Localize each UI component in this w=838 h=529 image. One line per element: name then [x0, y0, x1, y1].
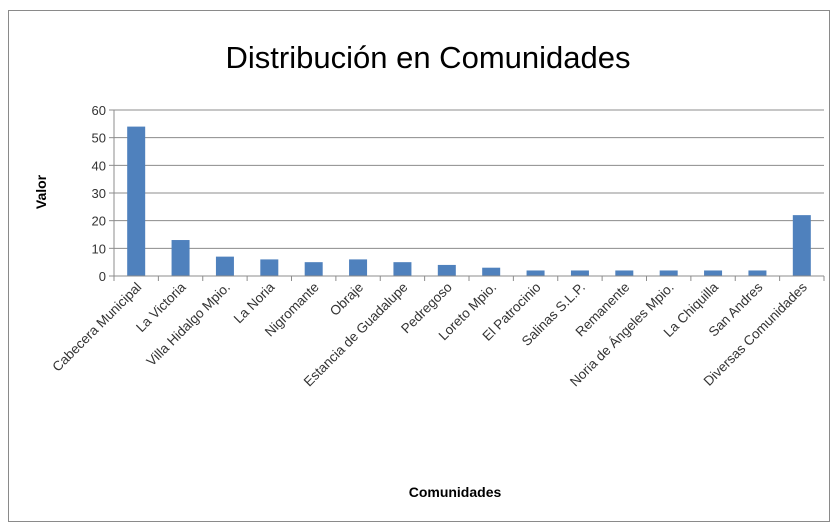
x-tick-label: Cabecera Municipal [49, 280, 144, 375]
y-axis-title: Valor [33, 174, 49, 209]
y-tick-labels: 0 10 20 30 40 50 60 [92, 103, 114, 284]
y-tick-label: 0 [99, 269, 106, 284]
bar-2 [215, 256, 234, 276]
bar-8 [482, 267, 501, 276]
bar-7 [437, 264, 456, 276]
bar-4 [304, 262, 323, 276]
bar-1 [171, 240, 190, 276]
x-tick-label: Villa Hidalgo Mpio. [144, 280, 233, 369]
y-tick-label: 40 [92, 158, 106, 173]
bar-3 [260, 259, 279, 276]
chart-title: Distribución en Comunidades [226, 40, 631, 75]
bars [127, 126, 811, 276]
gridlines [114, 109, 824, 249]
bar-15 [792, 215, 811, 276]
bar-6 [393, 262, 412, 276]
y-tick-label: 10 [92, 241, 106, 256]
bar-0 [127, 126, 146, 276]
x-tick-label: Obraje [327, 280, 366, 319]
bar-11 [615, 270, 634, 276]
bar-13 [704, 270, 723, 276]
y-tick-label: 60 [92, 103, 106, 118]
bar-5 [349, 259, 368, 276]
y-tick-label: 30 [92, 186, 106, 201]
y-tick-label: 50 [92, 131, 106, 146]
x-axis-title: Comunidades [409, 484, 502, 500]
bar-12 [659, 270, 678, 276]
y-tick-label: 20 [92, 214, 106, 229]
bar-14 [748, 270, 767, 276]
bar-9 [526, 270, 545, 276]
bar-10 [570, 270, 589, 276]
